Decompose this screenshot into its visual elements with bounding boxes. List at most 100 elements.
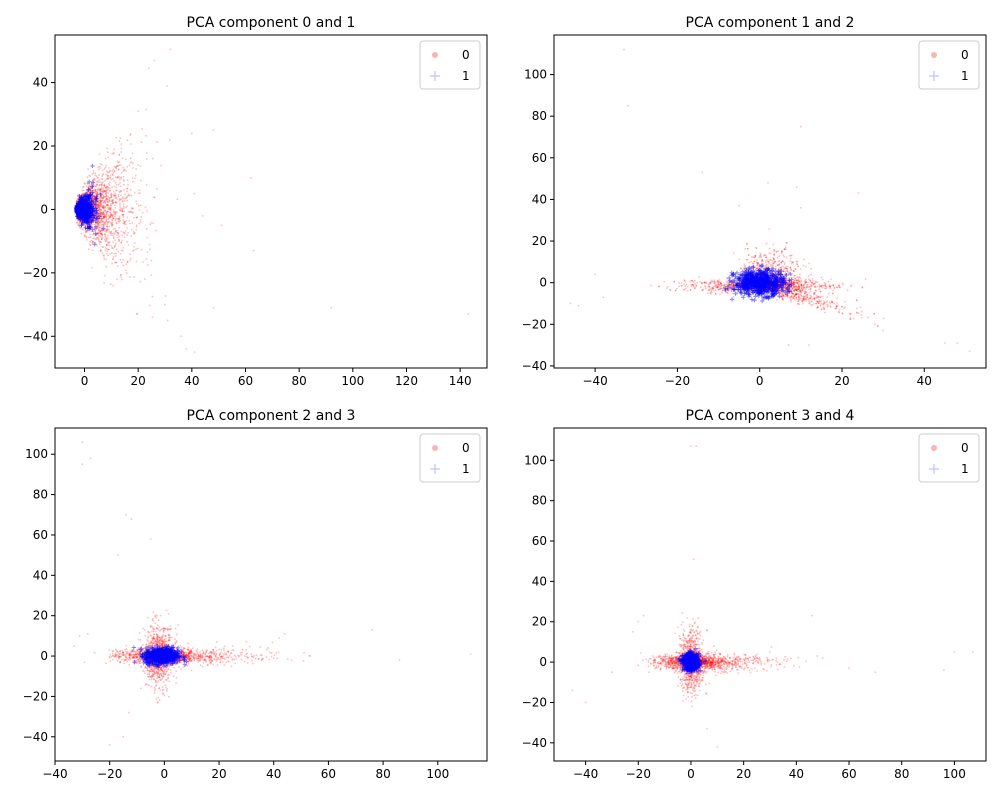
data-point: [83, 234, 86, 237]
data-point: [798, 280, 801, 283]
data-point: [146, 264, 149, 266]
data-point: [107, 248, 110, 251]
data-point: [816, 306, 819, 309]
data-point: [102, 254, 105, 257]
data-point: [121, 200, 124, 203]
data-point: [94, 189, 97, 191]
data-point: [98, 229, 100, 232]
data-point: [122, 189, 125, 191]
data-point: [792, 276, 794, 279]
data-point: [812, 302, 815, 305]
data-point: [75, 200, 78, 202]
data-point: [121, 210, 124, 213]
data-point: [114, 181, 117, 184]
data-point: [113, 185, 115, 188]
data-point: [867, 316, 869, 319]
data-point: [97, 205, 100, 207]
data-point: [767, 260, 770, 263]
data-point: [119, 204, 122, 206]
data-point: [115, 136, 118, 139]
data-point: [150, 259, 153, 262]
data-point: [725, 280, 728, 283]
data-point: [118, 140, 121, 142]
data-point: [787, 296, 789, 299]
data-point: [126, 260, 129, 263]
data-point: [673, 280, 676, 283]
data-point: [120, 230, 123, 233]
data-point: [166, 319, 169, 322]
data-point: [106, 203, 109, 206]
data-point: [820, 308, 823, 311]
data-point: [111, 234, 114, 237]
data-point: [111, 258, 114, 261]
data-point: [115, 234, 118, 237]
data-point: [98, 232, 101, 235]
data-point: [123, 180, 125, 182]
data-point: [775, 298, 778, 301]
data-point: [467, 313, 470, 315]
data-point: [97, 240, 100, 243]
data-point: [122, 203, 125, 205]
data-point: [752, 297, 757, 303]
data-point: [102, 204, 104, 207]
data-point: [115, 196, 118, 199]
data-point: [111, 174, 114, 177]
data-point: [98, 226, 101, 229]
data-point: [112, 209, 115, 211]
data-point: [815, 289, 817, 292]
data-point: [98, 202, 101, 205]
data-point: [776, 256, 779, 259]
data-point: [103, 200, 106, 203]
data-point: [849, 317, 852, 319]
data-point: [743, 267, 746, 270]
data-point: [713, 280, 716, 283]
data-point: [787, 265, 789, 268]
data-point: [190, 132, 193, 135]
data-point: [100, 238, 103, 241]
data-point: [137, 192, 140, 195]
data-point: [100, 236, 103, 238]
data-point: [729, 297, 735, 302]
data-point: [843, 307, 845, 310]
data-point: [118, 208, 121, 211]
data-point: [99, 196, 102, 198]
data-point: [98, 199, 101, 202]
data-point: [131, 211, 134, 214]
data-point: [106, 229, 109, 232]
data-point: [106, 201, 109, 203]
data-point: [122, 214, 124, 217]
data-point: [92, 172, 95, 174]
data-point: [139, 218, 142, 221]
data-point: [106, 225, 109, 228]
data-point: [824, 283, 827, 286]
data-point: [717, 283, 720, 286]
data-point: [704, 287, 707, 290]
data-point: [799, 206, 802, 209]
data-point: [77, 220, 80, 222]
data-point: [101, 196, 104, 199]
data-point: [128, 164, 131, 167]
data-point: [810, 267, 812, 270]
data-point: [101, 188, 104, 191]
data-point: [786, 270, 789, 272]
data-point: [103, 256, 105, 259]
data-point: [110, 234, 112, 236]
data-point: [118, 215, 121, 218]
data-point: [212, 306, 215, 309]
data-point: [773, 248, 776, 251]
data-point: [803, 258, 806, 261]
data-point: [122, 175, 125, 178]
data-point: [144, 206, 147, 209]
data-point: [176, 198, 179, 201]
data-point: [864, 278, 867, 280]
data-point: [103, 210, 106, 213]
data-point: [96, 227, 99, 229]
data-point: [709, 292, 712, 295]
data-point: [114, 254, 117, 257]
data-point: [122, 166, 125, 169]
data-point: [746, 247, 749, 250]
data-point: [132, 232, 135, 235]
data-point: [92, 194, 95, 197]
data-point: [694, 279, 696, 282]
data-point: [101, 217, 104, 220]
